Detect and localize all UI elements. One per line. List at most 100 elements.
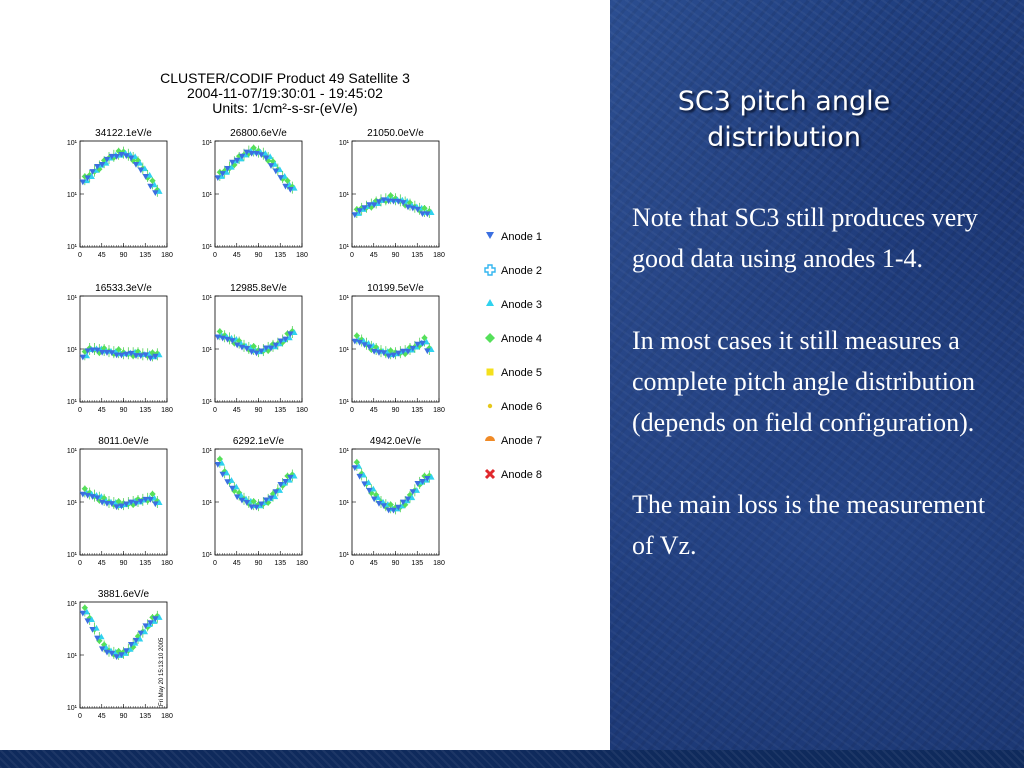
data-point bbox=[282, 336, 289, 343]
x-tick-label: 180 bbox=[296, 560, 308, 567]
legend-marker bbox=[487, 403, 493, 409]
data-point bbox=[123, 501, 130, 508]
data-point bbox=[409, 345, 417, 352]
data-point bbox=[86, 614, 93, 622]
data-point bbox=[395, 504, 402, 511]
data-point bbox=[424, 348, 431, 355]
data-point bbox=[370, 485, 377, 492]
x-tick-label: 180 bbox=[161, 713, 173, 720]
data-point bbox=[267, 495, 275, 502]
figure-header: CLUSTER/CODIF Product 49 Satellite 32004… bbox=[160, 70, 410, 116]
x-tick-label: 45 bbox=[233, 407, 241, 414]
data-point bbox=[413, 343, 421, 350]
x-tick-label: 135 bbox=[139, 252, 151, 259]
anode-legend: Anode 1 Anode 2 Anode 3 Anode 4 Anode 5 Anode… bbox=[484, 231, 542, 481]
data-point bbox=[356, 473, 363, 480]
data-point bbox=[142, 352, 149, 359]
data-point bbox=[258, 348, 265, 355]
data-point bbox=[108, 350, 116, 356]
data-point bbox=[370, 348, 378, 355]
x-tick-label: 90 bbox=[255, 252, 263, 259]
data-point bbox=[351, 212, 359, 219]
data-point bbox=[262, 345, 270, 352]
data-point bbox=[136, 159, 144, 166]
data-point bbox=[127, 499, 135, 506]
y-tick-label: 10¹ bbox=[339, 140, 350, 147]
data-point bbox=[419, 211, 426, 218]
legend-label: Anode 1 bbox=[501, 231, 542, 243]
data-point bbox=[132, 500, 140, 507]
data-point bbox=[277, 482, 284, 488]
data-point bbox=[272, 489, 280, 496]
y-tick-label: 10¹ bbox=[67, 705, 78, 712]
legend-item: Anode 3 bbox=[486, 299, 542, 311]
data-point bbox=[151, 618, 158, 624]
legend-marker bbox=[485, 436, 495, 441]
legend-label: Anode 4 bbox=[501, 333, 542, 345]
data-point bbox=[147, 183, 154, 190]
data-point bbox=[365, 479, 372, 486]
data-point bbox=[229, 338, 236, 344]
data-point bbox=[84, 348, 91, 355]
data-point bbox=[233, 483, 240, 490]
y-tick-label: 10¹ bbox=[339, 192, 350, 199]
data-point bbox=[100, 494, 108, 502]
data-point bbox=[136, 635, 144, 642]
data-point bbox=[366, 344, 373, 351]
data-point bbox=[137, 167, 145, 174]
data-point bbox=[253, 504, 260, 511]
data-point bbox=[79, 610, 87, 617]
data-point bbox=[267, 345, 275, 352]
data-point bbox=[351, 338, 359, 345]
y-tick-label: 10¹ bbox=[339, 552, 350, 559]
data-point bbox=[248, 349, 255, 356]
data-point bbox=[113, 504, 120, 511]
data-point bbox=[258, 152, 265, 158]
data-point bbox=[248, 150, 255, 157]
panel-title: 6292.1eV/e bbox=[233, 436, 285, 447]
data-point bbox=[152, 353, 159, 360]
y-tick-label: 10¹ bbox=[339, 347, 350, 354]
legend-marker bbox=[486, 299, 494, 306]
data-point bbox=[152, 190, 159, 196]
y-tick-label: 10¹ bbox=[67, 140, 78, 147]
data-point bbox=[127, 155, 135, 162]
data-point bbox=[399, 200, 407, 206]
data-point bbox=[98, 633, 105, 640]
data-point bbox=[276, 487, 284, 493]
data-point bbox=[84, 492, 91, 499]
data-point bbox=[390, 352, 397, 359]
data-point bbox=[113, 654, 120, 660]
panel-title: 12985.8eV/e bbox=[230, 283, 287, 294]
legend-item: Anode 7 bbox=[485, 435, 542, 447]
x-tick-label: 180 bbox=[296, 252, 308, 259]
x-tick-label: 135 bbox=[274, 407, 286, 414]
y-tick-label: 10¹ bbox=[67, 347, 78, 354]
y-tick-label: 10¹ bbox=[339, 295, 350, 302]
legend-marker bbox=[486, 232, 494, 239]
y-tick-label: 10¹ bbox=[202, 244, 213, 251]
data-point bbox=[404, 348, 412, 355]
data-point bbox=[108, 650, 116, 657]
data-point bbox=[147, 620, 154, 627]
data-point bbox=[351, 465, 359, 471]
x-tick-label: 45 bbox=[98, 560, 106, 567]
figure-header-line: 2004-11-07/19:30:01 - 19:45:02 bbox=[187, 85, 383, 101]
y-tick-label: 10¹ bbox=[67, 601, 78, 608]
data-point bbox=[113, 154, 120, 160]
x-tick-label: 0 bbox=[213, 252, 217, 259]
bottom-band bbox=[0, 750, 1024, 768]
data-point bbox=[242, 151, 250, 158]
data-point bbox=[271, 160, 279, 167]
data-point bbox=[224, 165, 231, 172]
data-point bbox=[385, 198, 392, 205]
data-point bbox=[409, 205, 417, 212]
legend-item: Anode 6 bbox=[487, 401, 542, 413]
data-point bbox=[79, 354, 87, 361]
x-tick-label: 90 bbox=[120, 560, 128, 567]
x-tick-label: 90 bbox=[392, 252, 400, 259]
x-tick-label: 135 bbox=[274, 252, 286, 259]
